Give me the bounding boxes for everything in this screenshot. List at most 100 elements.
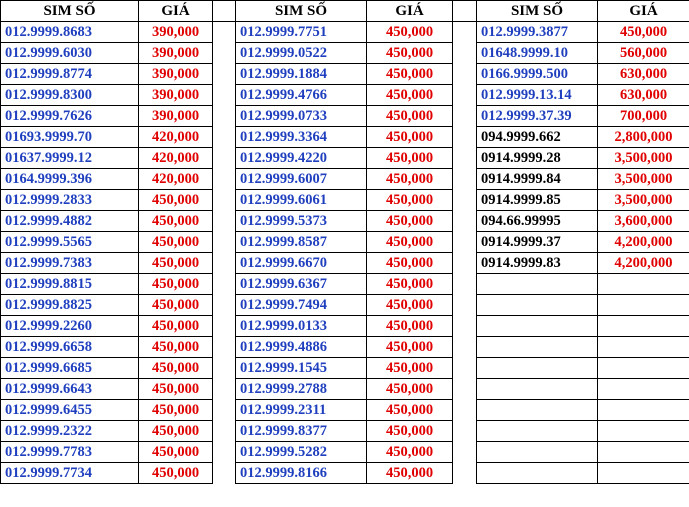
sim-number: 094.66.99995	[476, 210, 598, 232]
sim-number: 012.9999.8683	[0, 21, 139, 43]
sim-number: 012.9999.8587	[235, 231, 367, 253]
sim-price	[597, 336, 689, 358]
sim-price: 450,000	[366, 420, 453, 442]
sim-number: 012.9999.2311	[235, 399, 367, 421]
sim-price: 420,000	[138, 126, 213, 148]
sim-price: 420,000	[138, 168, 213, 190]
sim-number: 012.9999.7494	[235, 294, 367, 316]
column-gap	[212, 42, 236, 64]
column-gap	[452, 315, 477, 337]
sim-price: 450,000	[138, 231, 213, 253]
column-gap	[452, 357, 477, 379]
sim-number: 012.9999.7383	[0, 252, 139, 274]
column-gap	[452, 420, 477, 442]
table-row: 012.9999.2260 450,000 012.9999.0133 450,000	[0, 315, 689, 337]
sim-price: 450,000	[366, 336, 453, 358]
column-gap	[452, 441, 477, 463]
sim-number: 01648.9999.10	[476, 42, 598, 64]
sim-number: 012.9999.6455	[0, 399, 139, 421]
sim-number: 012.9999.8166	[235, 462, 367, 484]
sim-number: 012.9999.6670	[235, 252, 367, 274]
table-row: 012.9999.8774 390,000 012.9999.1884 450,000…	[0, 63, 689, 85]
sim-number: 012.9999.1884	[235, 63, 367, 85]
sim-price: 450,000	[138, 252, 213, 274]
column-gap	[452, 0, 477, 22]
sim-price: 450,000	[138, 399, 213, 421]
table-row: 01637.9999.12 420,000 012.9999.4220 450,000…	[0, 147, 689, 169]
column-gap	[212, 462, 236, 484]
sim-price: 450,000	[366, 294, 453, 316]
column-gap	[452, 42, 477, 64]
sim-number	[476, 315, 598, 337]
sim-number: 0166.9999.500	[476, 63, 598, 85]
sim-number: 012.9999.0733	[235, 105, 367, 127]
sim-price: 450,000	[366, 189, 453, 211]
column-gap	[212, 294, 236, 316]
column-gap	[452, 105, 477, 127]
sim-number: 012.9999.6367	[235, 273, 367, 295]
sim-number: 012.9999.4886	[235, 336, 367, 358]
sim-number: 012.9999.1545	[235, 357, 367, 379]
sim-price: 450,000	[138, 420, 213, 442]
header-price-3: GIÁ	[597, 0, 689, 22]
sim-price: 450,000	[366, 84, 453, 106]
sim-price: 630,000	[597, 84, 689, 106]
sim-price: 450,000	[138, 294, 213, 316]
sim-price: 450,000	[366, 273, 453, 295]
sim-number: 012.9999.7783	[0, 441, 139, 463]
sim-price: 3,500,000	[597, 189, 689, 211]
table-row: 012.9999.6030 390,000 012.9999.0522 450,000…	[0, 42, 689, 64]
sim-number	[476, 294, 598, 316]
sim-price: 560,000	[597, 42, 689, 64]
column-gap	[212, 273, 236, 295]
column-gap	[452, 399, 477, 421]
sim-number: 0914.9999.28	[476, 147, 598, 169]
sim-price	[597, 357, 689, 379]
column-gap	[452, 294, 477, 316]
sim-number: 012.9999.4220	[235, 147, 367, 169]
sim-number: 012.9999.6643	[0, 378, 139, 400]
sim-number: 012.9999.6007	[235, 168, 367, 190]
sim-number: 01693.9999.70	[0, 126, 139, 148]
sim-price: 4,200,000	[597, 252, 689, 274]
sim-number: 0164.9999.396	[0, 168, 139, 190]
column-gap	[212, 168, 236, 190]
sim-price: 3,500,000	[597, 147, 689, 169]
sim-price: 450,000	[138, 336, 213, 358]
sim-number: 012.9999.2788	[235, 378, 367, 400]
column-gap	[212, 336, 236, 358]
sim-number: 012.9999.6061	[235, 189, 367, 211]
sim-price: 390,000	[138, 84, 213, 106]
sim-number: 012.9999.8825	[0, 294, 139, 316]
column-gap	[212, 315, 236, 337]
column-gap	[452, 147, 477, 169]
column-gap	[452, 126, 477, 148]
column-gap	[452, 21, 477, 43]
sim-number: 012.9999.3364	[235, 126, 367, 148]
sim-price: 3,600,000	[597, 210, 689, 232]
column-gap	[452, 63, 477, 85]
sim-price: 450,000	[366, 315, 453, 337]
table-row: 012.9999.4882 450,000 012.9999.5373 450,000…	[0, 210, 689, 232]
column-gap	[212, 252, 236, 274]
sim-price: 4,200,000	[597, 231, 689, 253]
column-gap	[212, 84, 236, 106]
sim-number: 012.9999.0522	[235, 42, 367, 64]
sim-price	[597, 420, 689, 442]
sim-price: 630,000	[597, 63, 689, 85]
column-gap	[212, 147, 236, 169]
sim-number: 094.9999.662	[476, 126, 598, 148]
column-gap	[212, 63, 236, 85]
column-gap	[452, 168, 477, 190]
sim-price: 390,000	[138, 63, 213, 85]
sim-number	[476, 357, 598, 379]
table-row: 012.9999.8300 390,000 012.9999.4766 450,000…	[0, 84, 689, 106]
sim-price	[597, 315, 689, 337]
sim-price: 450,000	[366, 399, 453, 421]
table-row: 012.9999.5565 450,000 012.9999.8587 450,000…	[0, 231, 689, 253]
sim-price: 450,000	[366, 42, 453, 64]
sim-number	[476, 399, 598, 421]
table-row: 012.9999.2322 450,000 012.9999.8377 450,000	[0, 420, 689, 442]
column-gap	[212, 21, 236, 43]
sim-number: 012.9999.7626	[0, 105, 139, 127]
